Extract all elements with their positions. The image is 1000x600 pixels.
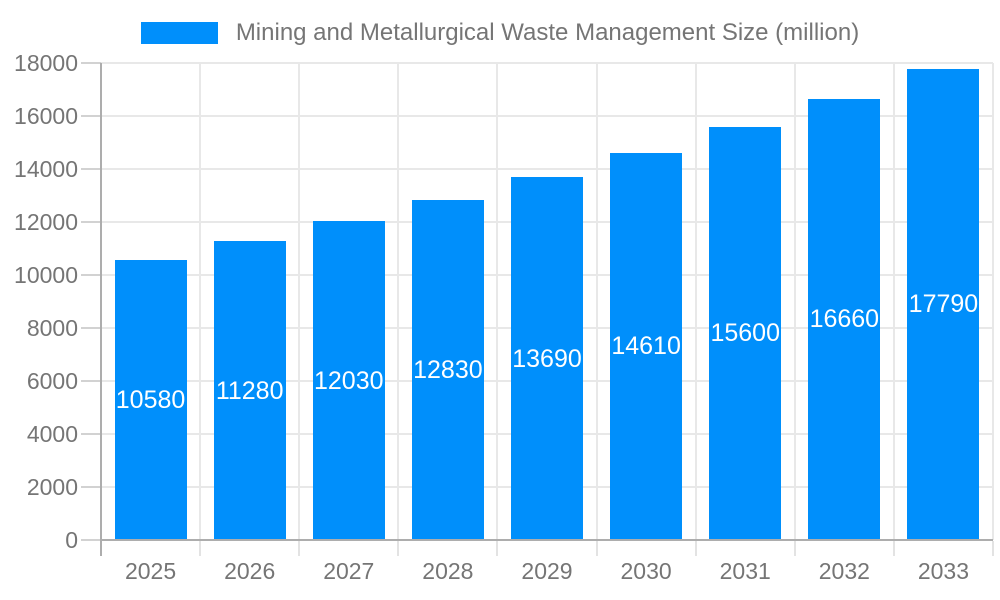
y-axis-label: 6000 xyxy=(26,368,78,394)
bar xyxy=(411,200,484,539)
y-tick xyxy=(81,115,101,117)
bar-value-label: 16660 xyxy=(809,305,880,334)
x-gridline xyxy=(298,63,301,540)
bar-value-label: 12830 xyxy=(413,356,483,384)
x-gridline xyxy=(992,63,994,540)
bar xyxy=(808,98,881,539)
y-tick xyxy=(81,221,101,223)
y-axis-label: 16000 xyxy=(14,103,78,129)
x-axis-label: 2027 xyxy=(323,558,375,584)
x-tick xyxy=(199,541,202,556)
y-gridline xyxy=(101,115,993,117)
x-tick xyxy=(892,541,895,556)
x-tick xyxy=(298,541,301,556)
legend: Mining and Metallurgical Waste Managemen… xyxy=(0,19,1000,47)
x-tick xyxy=(992,541,994,556)
bar-value-label: 11280 xyxy=(215,376,284,405)
x-tick xyxy=(496,541,499,556)
y-axis-label: 4000 xyxy=(26,421,78,447)
x-axis-label: 2031 xyxy=(719,558,771,584)
x-axis-label: 2030 xyxy=(620,558,672,584)
y-tick xyxy=(81,380,101,382)
bar xyxy=(511,177,583,539)
y-tick xyxy=(81,433,101,435)
x-axis-label: 2033 xyxy=(917,558,970,584)
x-gridline xyxy=(199,63,202,540)
y-tick xyxy=(81,274,101,276)
bar-value-label: 12030 xyxy=(314,366,384,395)
x-gridline xyxy=(397,63,400,540)
bar-value-label: 13690 xyxy=(512,344,582,373)
x-tick xyxy=(793,541,796,556)
bar xyxy=(114,259,187,539)
bar xyxy=(709,126,782,539)
bar xyxy=(312,221,385,539)
bar-value-label: 15600 xyxy=(710,319,780,348)
x-gridline xyxy=(496,63,499,540)
y-tick xyxy=(81,62,101,64)
y-tick xyxy=(81,168,101,170)
x-axis-label: 2028 xyxy=(422,558,474,584)
y-axis-label: 18000 xyxy=(14,50,78,76)
x-gridline xyxy=(694,63,697,540)
legend-label: Mining and Metallurgical Waste Managemen… xyxy=(235,19,860,46)
bar-value-label: 17790 xyxy=(908,290,979,319)
legend-item[interactable]: Mining and Metallurgical Waste Managemen… xyxy=(140,19,860,47)
y-tick xyxy=(81,539,101,541)
x-axis-line xyxy=(101,539,993,541)
y-axis-label: 10000 xyxy=(14,262,78,288)
x-gridline xyxy=(793,63,796,540)
x-axis-label: 2026 xyxy=(224,558,276,584)
bar xyxy=(610,152,683,539)
bar xyxy=(213,241,286,539)
bar-value-label: 10580 xyxy=(115,385,186,414)
y-tick xyxy=(81,327,101,329)
x-axis-label: 2032 xyxy=(818,558,870,584)
y-axis-label: 14000 xyxy=(14,156,78,182)
y-axis-label: 8000 xyxy=(26,315,78,341)
y-axis-line xyxy=(100,63,102,556)
x-tick xyxy=(694,541,697,556)
bar-value-label: 14610 xyxy=(611,332,681,361)
x-axis-label: 2029 xyxy=(521,558,573,584)
y-gridline xyxy=(101,62,993,64)
bar xyxy=(907,68,980,539)
y-axis-label: 0 xyxy=(65,527,78,553)
x-tick xyxy=(397,541,400,556)
legend-marker-icon xyxy=(140,22,218,44)
y-axis-label: 2000 xyxy=(26,474,78,500)
x-gridline xyxy=(595,63,598,540)
y-gridline xyxy=(101,168,993,170)
y-axis-label: 12000 xyxy=(14,209,78,235)
x-axis-label: 2025 xyxy=(124,558,177,584)
y-tick xyxy=(81,486,101,488)
x-gridline xyxy=(892,63,895,540)
x-tick xyxy=(595,541,598,556)
